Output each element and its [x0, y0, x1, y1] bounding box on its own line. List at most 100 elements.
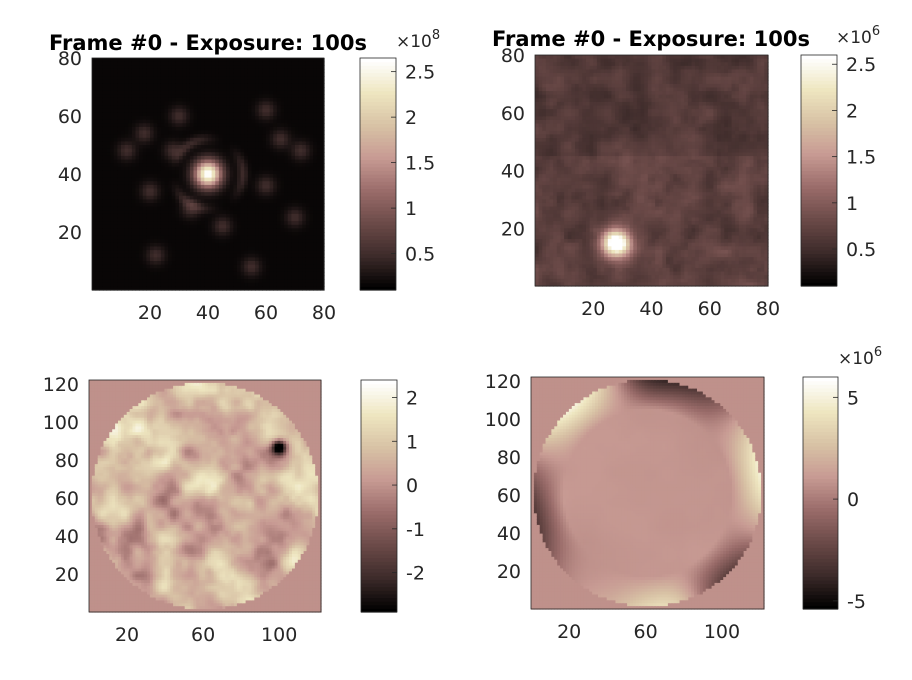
- heatmap-cell: [269, 65, 274, 70]
- heatmap-cell: [222, 123, 227, 128]
- heatmap-cell: [211, 108, 216, 113]
- heatmap-cell: [142, 58, 147, 63]
- heatmap-cell: [99, 141, 104, 146]
- heatmap-cell: [142, 61, 147, 66]
- heatmap-cell: [316, 119, 321, 124]
- heatmap-cell: [535, 228, 540, 233]
- heatmap-cell: [251, 181, 256, 186]
- heatmap-cell: [113, 275, 118, 280]
- heatmap-cell: [553, 278, 558, 283]
- heatmap-cell: [545, 246, 551, 251]
- heatmap-cell: [291, 159, 296, 164]
- heatmap-cell: [255, 105, 260, 110]
- heatmap-cell: [549, 76, 554, 81]
- heatmap-cell: [200, 174, 205, 179]
- heatmap-cell: [157, 228, 162, 233]
- heatmap-cell: [266, 108, 271, 113]
- heatmap-cell: [139, 126, 144, 132]
- heatmap-cell: [556, 278, 562, 283]
- heatmap-cell: [273, 253, 278, 258]
- heatmap-cell: [273, 68, 278, 74]
- heatmap-cell: [193, 130, 198, 135]
- heatmap-cell: [280, 203, 285, 208]
- heatmap-cell: [273, 137, 278, 142]
- heatmap-cell: [175, 264, 180, 269]
- heatmap-cell: [578, 202, 583, 208]
- heatmap-cell: [320, 242, 325, 248]
- heatmap-cell: [575, 62, 580, 67]
- heatmap-cell: [106, 101, 111, 106]
- heatmap-cell: [564, 159, 569, 164]
- heatmap-cell: [171, 65, 176, 70]
- heatmap-cell: [168, 72, 173, 77]
- heatmap-cell: [244, 130, 249, 135]
- heatmap-cell: [560, 159, 565, 164]
- heatmap-cell: [571, 80, 576, 85]
- heatmap-cell: [269, 83, 274, 88]
- heatmap-cell: [535, 253, 540, 258]
- heatmap-cell: [164, 228, 169, 233]
- heatmap-cell: [157, 152, 162, 157]
- heatmap-cell: [316, 177, 321, 182]
- heatmap-cell: [229, 195, 234, 200]
- heatmap-cell: [175, 61, 180, 66]
- heatmap-cell: [99, 184, 104, 190]
- heatmap-cell: [262, 199, 267, 204]
- heatmap-cell: [298, 177, 303, 182]
- heatmap-cell: [175, 170, 180, 175]
- heatmap-cell: [237, 228, 242, 233]
- heatmap-cell: [556, 195, 562, 200]
- heatmap-cell: [211, 232, 216, 237]
- heatmap-cell: [168, 246, 173, 251]
- heatmap-cell: [106, 250, 111, 255]
- heatmap-cell: [535, 112, 540, 117]
- heatmap-cell: [313, 246, 318, 251]
- heatmap-cell: [200, 184, 205, 190]
- heatmap-cell: [193, 192, 198, 197]
- heatmap-cell: [222, 228, 227, 233]
- heatmap-cell: [193, 152, 198, 157]
- heatmap-cell: [160, 257, 166, 262]
- heatmap-cell: [538, 224, 543, 229]
- heatmap-cell: [284, 279, 289, 284]
- heatmap-cell: [106, 210, 111, 215]
- heatmap-cell: [142, 116, 147, 121]
- heatmap-cell: [222, 224, 227, 229]
- heatmap-cell: [153, 65, 158, 70]
- heatmap-cell: [179, 108, 184, 113]
- heatmap-cell: [556, 206, 562, 211]
- heatmap-cell: [208, 282, 213, 287]
- heatmap-cell: [218, 94, 224, 99]
- heatmap-cell: [222, 268, 227, 273]
- heatmap-cell: [218, 76, 224, 81]
- heatmap-cell: [255, 221, 260, 226]
- heatmap-cell: [247, 94, 253, 99]
- heatmap-cell: [92, 257, 97, 262]
- heatmap-cell: [204, 79, 209, 84]
- heatmap-cell: [110, 199, 115, 204]
- heatmap-cell: [578, 119, 583, 125]
- heatmap-cell: [222, 119, 227, 124]
- heatmap-cell: [106, 275, 111, 280]
- heatmap-cell: [567, 260, 573, 265]
- heatmap-cell: [560, 199, 565, 204]
- heatmap-cell: [229, 206, 234, 211]
- heatmap-cell: [197, 181, 202, 186]
- heatmap-cell: [578, 65, 583, 71]
- heatmap-cell: [215, 228, 220, 233]
- heatmap-cell: [215, 72, 220, 77]
- heatmap-cell: [262, 87, 267, 92]
- heatmap-cell: [95, 279, 100, 284]
- heatmap-cell: [226, 105, 231, 110]
- heatmap-cell: [549, 116, 554, 121]
- heatmap-cell: [320, 123, 325, 128]
- heatmap-cell: [160, 221, 166, 226]
- heatmap-cell: [110, 221, 115, 226]
- heatmap-cell: [102, 203, 108, 208]
- heatmap-cell: [218, 61, 224, 66]
- heatmap-cell: [211, 286, 216, 291]
- heatmap-cell: [556, 246, 562, 251]
- heatmap-cell: [110, 134, 115, 139]
- heatmap-cell: [160, 210, 166, 215]
- heatmap-cell: [309, 250, 314, 255]
